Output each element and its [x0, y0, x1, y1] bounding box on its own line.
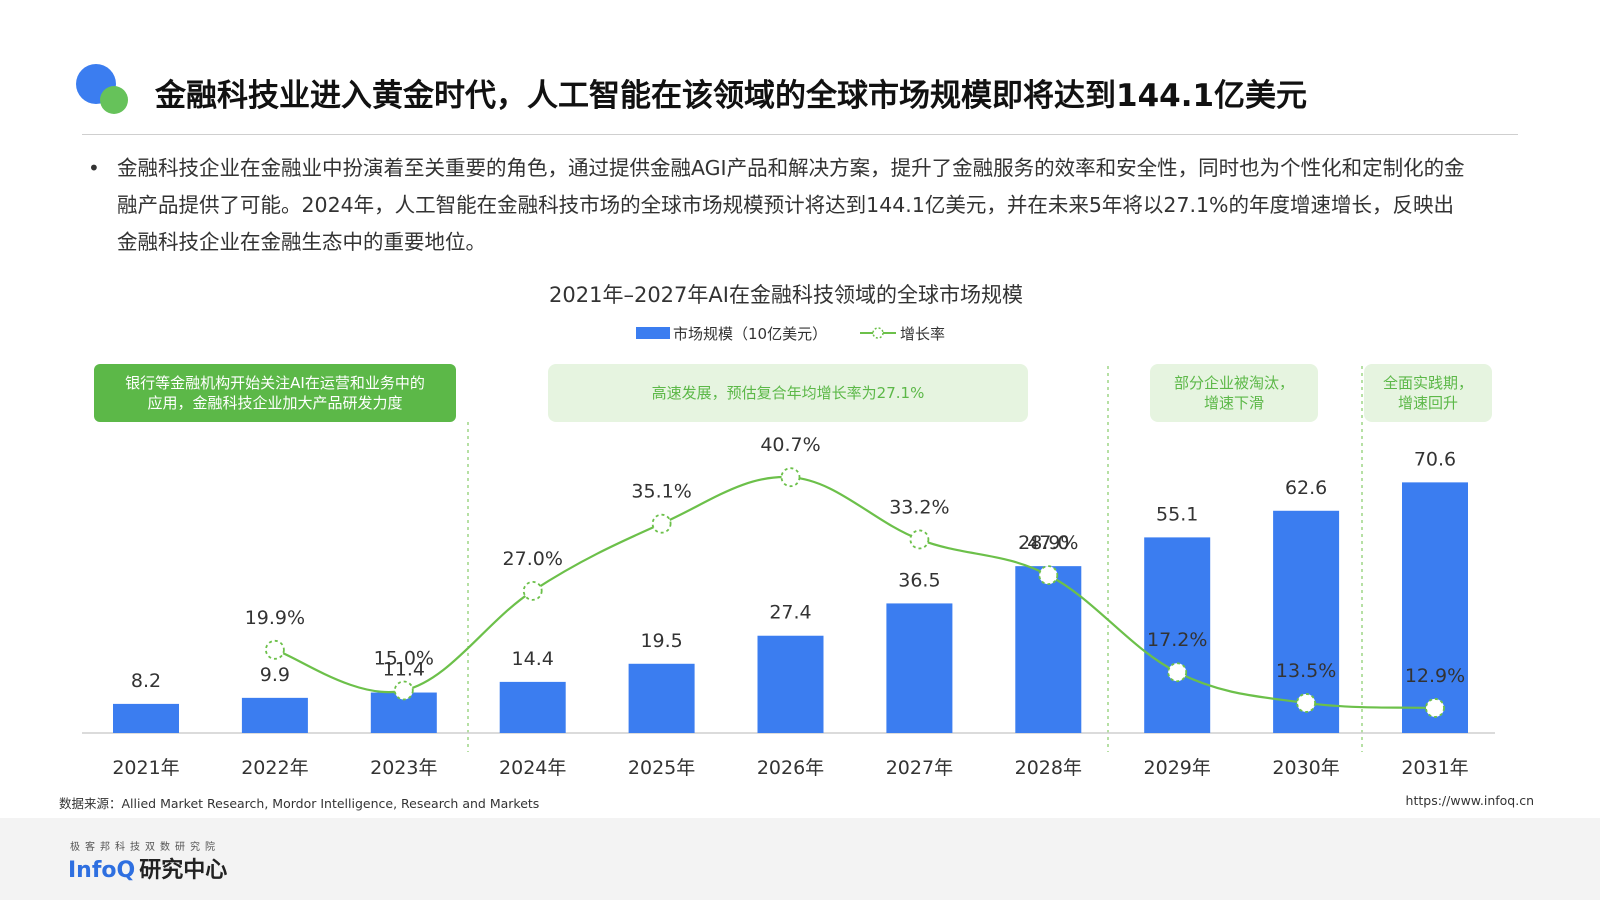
phase-box-1 [94, 364, 456, 422]
growth-label-6: 40.7% [760, 434, 820, 456]
growth-label-11: 12.9% [1405, 665, 1465, 687]
phase-box-1-line-2: 应用，金融科技企业加大产品研发力度 [147, 394, 402, 412]
x-tick-label-8: 2028年 [1015, 757, 1082, 779]
growth-label-9: 17.2% [1147, 629, 1207, 651]
growth-label-2: 19.9% [245, 607, 305, 629]
growth-label-8: 28.9% [1018, 532, 1078, 554]
x-tick-label-10: 2030年 [1272, 757, 1339, 779]
growth-point-8 [1038, 565, 1059, 586]
growth-point-11 [1425, 698, 1445, 718]
title-divider [82, 134, 1518, 135]
bar-value-label-5: 19.5 [640, 630, 682, 652]
growth-label-4: 27.0% [503, 548, 563, 570]
bar-8 [1015, 566, 1082, 733]
site-link[interactable]: https://www.infoq.cn [1405, 793, 1534, 808]
bar-11 [1402, 482, 1468, 733]
growth-label-5: 35.1% [631, 481, 691, 503]
growth-point-2 [264, 639, 285, 660]
phase-box-2 [548, 364, 1028, 422]
bar-5 [628, 663, 695, 733]
logo-dots-icon [76, 64, 132, 120]
growth-label-3: 15.0% [374, 648, 434, 670]
bar-4 [499, 681, 566, 733]
bar-1 [113, 703, 179, 733]
phase-box-3-line-2: 增速下滑 [1204, 394, 1264, 412]
x-tick-label-6: 2026年 [757, 757, 824, 779]
growth-point-7 [909, 529, 930, 550]
growth-point-6 [780, 467, 801, 488]
phase-box-3 [1150, 364, 1318, 422]
legend-bar-label: 市场规模（10亿美元） [673, 325, 827, 343]
brand-name-cn: 研究中心 [139, 858, 228, 883]
phase-box-4-line-1: 全面实践期， [1383, 374, 1473, 392]
bullet-icon: • [88, 156, 100, 180]
x-tick-label-4: 2024年 [499, 757, 566, 779]
growth-rate-points [264, 467, 1445, 718]
chart-title: 2021年–2027年AI在金融科技领域的全球市场规模 [549, 283, 1023, 307]
phase-box-1-line-1: 银行等金融机构开始关注AI在运营和业务中的 [125, 374, 425, 392]
bar-9 [1144, 537, 1211, 733]
footer-band [0, 818, 1600, 900]
x-tick-label-9: 2029年 [1144, 757, 1211, 779]
annotation-boxes: 银行等金融机构开始关注AI在运营和业务中的 应用，金融科技企业加大产品研发力度 … [94, 364, 1492, 422]
phase-box-2-text: 高速发展，预估复合年均增长率为27.1% [652, 384, 925, 402]
growth-point-10 [1296, 693, 1316, 713]
growth-rate-labels: 19.9% 15.0% 27.0% 35.1% 40.7% 33.2% 28.9% 17.2%… [245, 434, 1465, 687]
growth-label-7: 33.2% [889, 496, 949, 518]
legend: 市场规模（10亿美元） 增长率 [636, 325, 945, 343]
phase-box-3-line-1: 部分企业被淘汰， [1174, 374, 1294, 392]
x-axis-tick-labels: 2021年 2022年 2023年 2024年 2025年 2026年 2027年 2028年… [112, 757, 1468, 779]
x-tick-label-2: 2022年 [241, 757, 308, 779]
growth-rate-line [274, 476, 1436, 710]
legend-line-label: 增长率 [900, 325, 945, 343]
bar-2 [241, 697, 308, 733]
page-title: 金融科技业进入黄金时代，人工智能在该领域的全球市场规模即将达到144.1亿美元 [155, 78, 1308, 114]
legend-line-marker [872, 327, 884, 339]
x-tick-label-7: 2027年 [886, 757, 953, 779]
growth-point-4 [522, 581, 543, 601]
green-dot [100, 86, 128, 114]
growth-point-9 [1167, 662, 1188, 683]
bar-value-label-1: 8.2 [131, 670, 161, 692]
bar-6 [757, 635, 824, 733]
bar-value-label-2: 9.9 [260, 664, 290, 686]
summary-text: 金融科技企业在金融业中扮演着至关重要的角色，通过提供金融AGI产品和解决方案，提… [117, 156, 1465, 254]
brand-subtitle: 极客邦科技双数研究院 [70, 842, 220, 853]
bar-value-label-4: 14.4 [512, 648, 554, 670]
brand-logo: InfoQ 研究中心 [68, 852, 227, 884]
bar-value-label-3: 11.4 [383, 659, 425, 681]
bar-value-label-8: 47.0 [1027, 532, 1069, 554]
x-tick-label-11: 2031年 [1401, 757, 1468, 779]
growth-label-10: 13.5% [1276, 660, 1336, 682]
bar-value-label-6: 27.4 [769, 602, 811, 624]
growth-point-3 [393, 680, 414, 701]
bar-value-label-7: 36.5 [898, 569, 940, 591]
bar-value-label-10: 62.6 [1285, 477, 1327, 499]
legend-bar-swatch [636, 327, 670, 339]
phase-box-4-line-2: 增速回升 [1398, 394, 1458, 412]
growth-point-5 [651, 513, 672, 534]
data-source: 数据来源：Allied Market Research, Mordor Inte… [59, 796, 540, 811]
x-tick-label-1: 2021年 [112, 757, 179, 779]
phase-dividers [467, 366, 1363, 752]
x-tick-label-3: 2023年 [370, 757, 437, 779]
brand-name-en: InfoQ [68, 858, 136, 883]
x-tick-label-5: 2025年 [628, 757, 695, 779]
bar-value-labels: 8.2 9.9 11.4 14.4 19.5 27.4 36.5 47.0 55.1 62.6 70… [131, 448, 1456, 692]
phase-box-4 [1364, 364, 1492, 422]
bar-7 [886, 603, 953, 733]
bar-series [113, 482, 1468, 733]
bar-value-label-11: 70.6 [1414, 448, 1456, 470]
bar-value-label-9: 55.1 [1156, 503, 1198, 525]
